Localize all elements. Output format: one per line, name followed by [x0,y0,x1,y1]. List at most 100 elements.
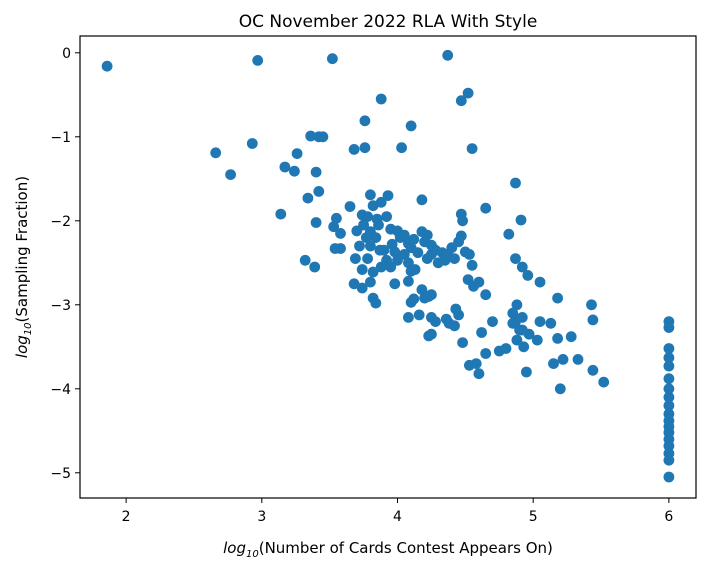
data-point-142 [507,317,519,329]
data-point-98 [510,177,521,189]
x-axis-label: log10(Number of Cards Contest Appears On… [223,539,553,560]
data-point-77 [421,229,433,241]
data-point-58 [385,261,397,273]
data-point-104 [356,282,368,294]
data-point-134 [473,368,485,380]
data-point-6 [462,87,474,99]
y-tick-label: −3 [50,298,71,314]
data-point-11 [317,131,329,143]
data-point-26 [310,217,322,228]
x-tick-label: 4 [393,509,402,525]
data-point-22 [310,166,322,178]
x-axis-label-log: log [223,539,246,557]
plot-frame [79,35,697,499]
data-point-54 [367,266,379,278]
y-tick-label: −1 [50,130,71,146]
data-point-164 [587,364,599,376]
data-point-59 [389,246,401,258]
data-point-28 [335,228,346,239]
data-point-157 [552,333,563,344]
data-point-21 [289,165,300,177]
data-point-92 [457,215,468,227]
data-point-131 [457,337,468,348]
data-point-65 [398,229,410,241]
data-point-34 [344,201,356,212]
data-point-103 [348,278,360,290]
x-axis-ticks: 2 3 4 5 6 [122,498,673,525]
data-point-139 [500,343,512,354]
data-point-112 [416,284,428,296]
data-point-143 [511,299,523,311]
data-point-170 [663,360,675,372]
data-point-165 [598,376,610,388]
data-point-105 [365,276,376,288]
data-point-36 [362,211,373,223]
data-point-2 [327,53,338,65]
y-tick-label: −5 [50,466,71,482]
data-point-101 [516,261,528,273]
data-point-90 [455,230,467,242]
data-point-155 [548,358,559,369]
data-point-153 [534,276,546,288]
data-point-109 [403,275,414,287]
data-point-119 [430,316,441,327]
data-point-160 [565,331,577,343]
x-axis-label-rest: (Number of Cards Contest Appears On) [259,539,553,557]
data-point-107 [370,297,382,309]
data-point-183 [663,471,675,483]
data-point-126 [450,303,462,315]
data-point-168 [663,343,675,354]
data-point-154 [545,317,557,329]
data-point-40 [375,196,387,208]
data-point-74 [408,233,420,245]
x-tick-label: 5 [529,509,538,525]
data-point-25 [275,208,287,220]
data-point-24 [302,192,314,204]
data-point-46 [360,232,372,244]
data-point-9 [305,130,317,142]
data-point-96 [480,202,492,214]
data-point-12 [210,147,222,159]
data-point-180 [663,440,675,452]
x-tick-label: 6 [664,509,673,525]
data-point-148 [518,341,530,353]
data-point-137 [487,316,498,327]
y-axis-label: log10(Sampling Fraction) [13,176,34,358]
data-point-38 [367,200,379,212]
data-point-145 [511,334,523,346]
data-point-173 [663,391,675,403]
data-point-16 [359,142,371,154]
data-point-116 [403,312,414,323]
data-point-18 [466,143,478,155]
data-point-72 [409,264,421,275]
y-tick-label: 0 [62,46,71,62]
data-point-23 [313,186,325,197]
x-tick-label: 3 [257,509,266,525]
data-point-117 [413,309,425,321]
data-point-88 [449,253,460,264]
data-point-15 [348,144,360,155]
y-tick-label: −4 [50,382,71,398]
data-point-171 [663,373,675,385]
data-point-53 [350,253,361,264]
data-point-121 [426,328,437,340]
data-point-135 [476,327,487,338]
data-point-51 [362,253,373,264]
y-axis-label-sub: 10 [23,322,34,335]
data-point-0 [101,60,113,72]
data-point-1 [252,55,264,66]
data-point-3 [442,49,454,61]
data-point-182 [663,454,675,466]
data-point-45 [370,232,382,244]
data-point-129 [473,276,485,288]
data-point-133 [470,358,482,369]
data-point-48 [351,225,363,237]
data-point-100 [515,214,527,226]
y-axis-label-log: log [13,335,31,358]
data-point-94 [464,249,475,260]
data-point-158 [554,383,566,395]
data-point-30 [329,243,341,254]
data-point-97 [503,228,515,240]
data-point-69 [392,254,403,266]
data-point-151 [531,334,543,346]
